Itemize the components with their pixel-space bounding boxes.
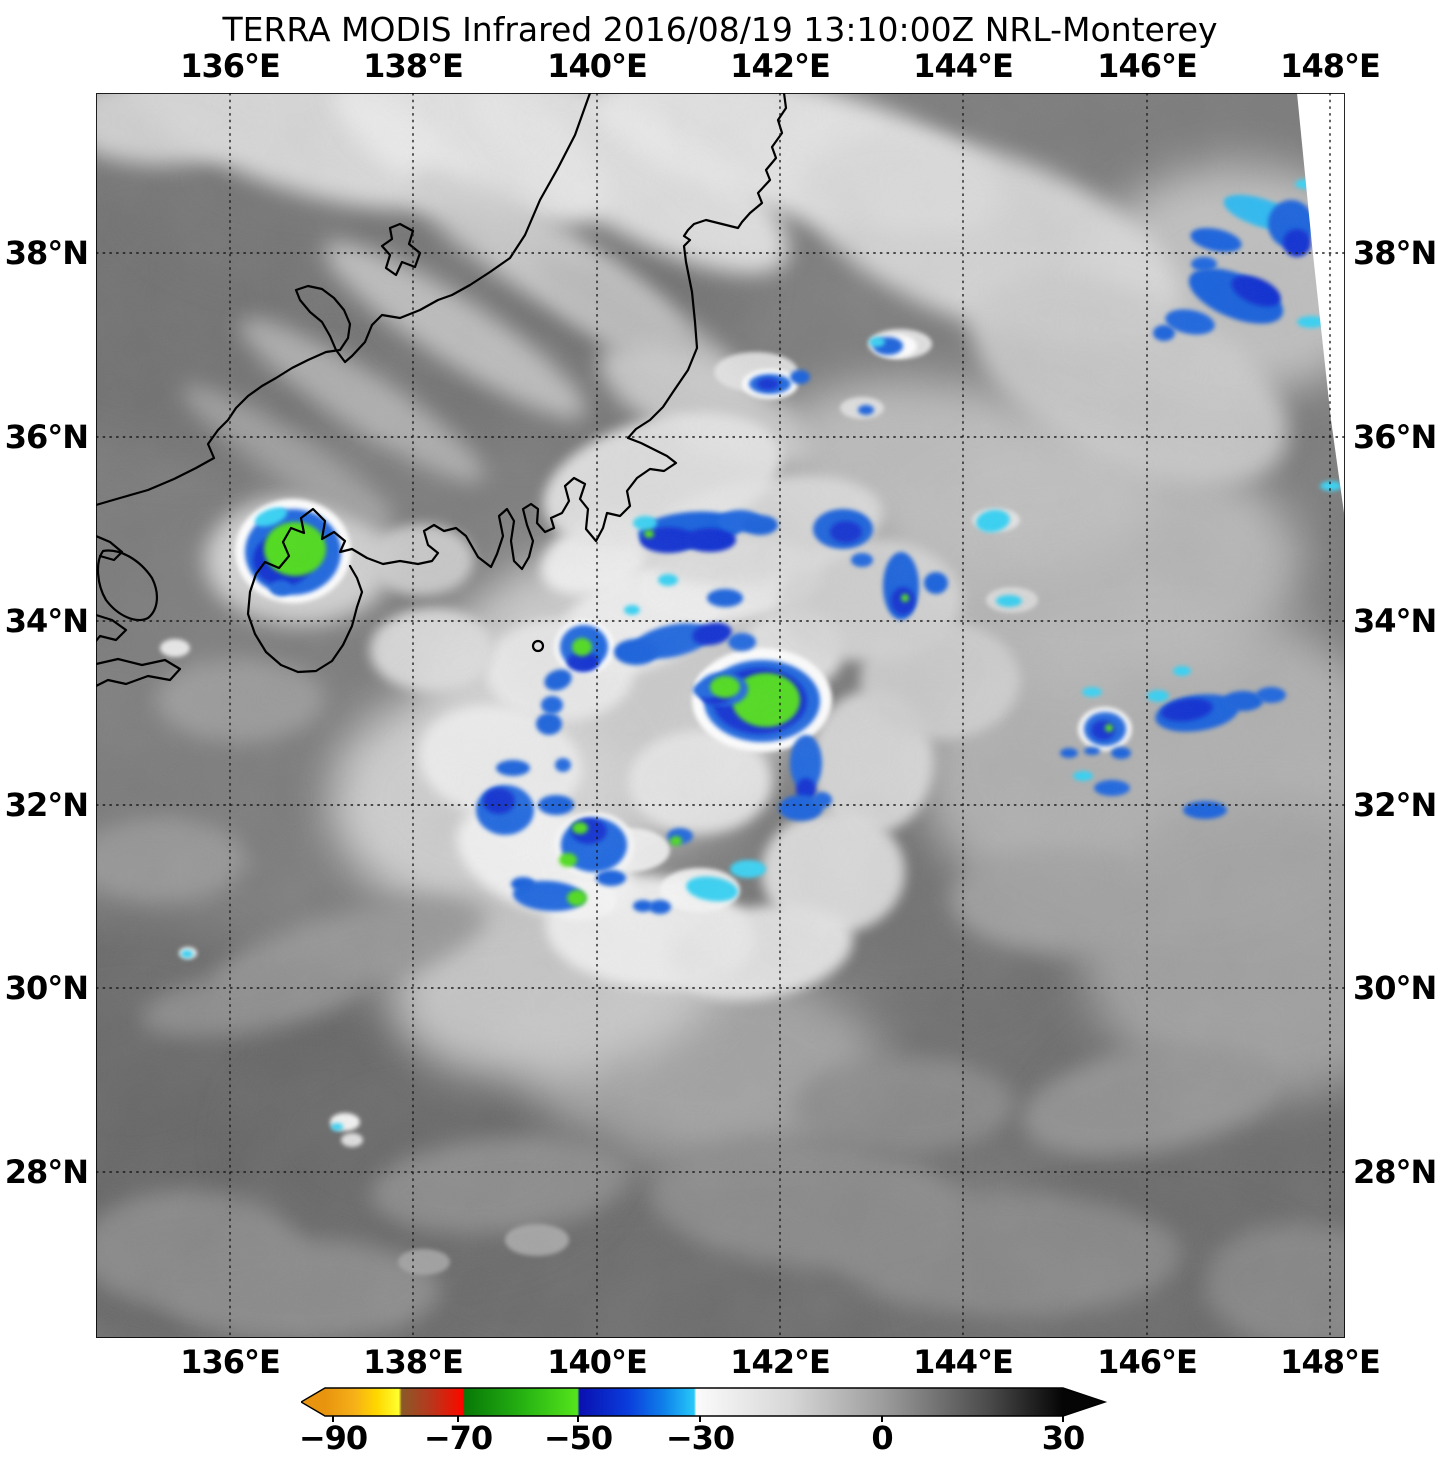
lat-label-right: 38°N bbox=[1353, 234, 1437, 272]
coastline-path bbox=[96, 613, 128, 643]
colorbar-tick-label: 0 bbox=[871, 1419, 893, 1457]
lat-label-right: 34°N bbox=[1353, 602, 1437, 640]
lat-label-left: 32°N bbox=[4, 786, 89, 824]
lon-label-bottom: 148°E bbox=[1280, 1343, 1381, 1381]
colorbar-left-arrow bbox=[301, 1388, 325, 1416]
lon-label-top: 146°E bbox=[1097, 47, 1198, 85]
latlon-grid bbox=[96, 93, 1345, 1338]
map-title: TERRA MODIS Infrared 2016/08/19 13:10:00… bbox=[222, 10, 1218, 49]
coastline-path bbox=[246, 93, 788, 674]
lat-label-right: 30°N bbox=[1353, 969, 1437, 1007]
lat-label-left: 28°N bbox=[4, 1153, 89, 1191]
lat-label-left: 36°N bbox=[4, 418, 89, 456]
colorbar-tick-label: −90 bbox=[298, 1419, 368, 1457]
colorbar-gradient-bar bbox=[325, 1388, 1063, 1416]
lat-label-left: 38°N bbox=[4, 234, 89, 272]
lon-label-bottom: 146°E bbox=[1097, 1343, 1198, 1381]
coastline-path bbox=[96, 534, 124, 562]
temperature-colorbar bbox=[301, 1387, 1108, 1422]
lat-label-right: 32°N bbox=[1353, 786, 1437, 824]
lon-label-bottom: 138°E bbox=[363, 1343, 464, 1381]
lon-label-top: 142°E bbox=[730, 47, 831, 85]
coastline-path bbox=[531, 639, 545, 653]
lon-label-bottom: 136°E bbox=[180, 1343, 281, 1381]
no-data-swath-edge bbox=[1297, 93, 1345, 520]
colorbar-tick-label: −70 bbox=[423, 1419, 493, 1457]
lon-label-top: 136°E bbox=[180, 47, 281, 85]
map-border bbox=[96, 93, 1345, 1338]
japan-coastline bbox=[96, 93, 788, 688]
colorbar-tick-label: −30 bbox=[665, 1419, 735, 1457]
coastline-path bbox=[380, 222, 422, 277]
lon-label-bottom: 142°E bbox=[730, 1343, 831, 1381]
lon-label-bottom: 140°E bbox=[547, 1343, 648, 1381]
colorbar-tick-label: −50 bbox=[543, 1419, 613, 1457]
noise-overlay-coarse bbox=[96, 93, 1345, 1338]
satellite-map bbox=[96, 93, 1345, 1338]
lon-label-top: 144°E bbox=[913, 47, 1014, 85]
lon-label-top: 138°E bbox=[363, 47, 464, 85]
lon-label-top: 140°E bbox=[547, 47, 648, 85]
lat-label-right: 28°N bbox=[1353, 1153, 1437, 1191]
coastline-path bbox=[96, 93, 592, 507]
lon-label-bottom: 144°E bbox=[913, 1343, 1014, 1381]
lat-label-left: 30°N bbox=[4, 969, 89, 1007]
colorbar-right-arrow bbox=[1063, 1388, 1105, 1416]
lon-label-top: 148°E bbox=[1280, 47, 1381, 85]
colorbar-tick-label: 30 bbox=[1041, 1419, 1086, 1457]
coastline-path bbox=[96, 549, 158, 622]
coastline-path bbox=[96, 657, 182, 688]
colorbar-ticks bbox=[332, 1416, 1064, 1422]
lat-label-left: 34°N bbox=[4, 602, 89, 640]
lat-label-right: 36°N bbox=[1353, 418, 1437, 456]
